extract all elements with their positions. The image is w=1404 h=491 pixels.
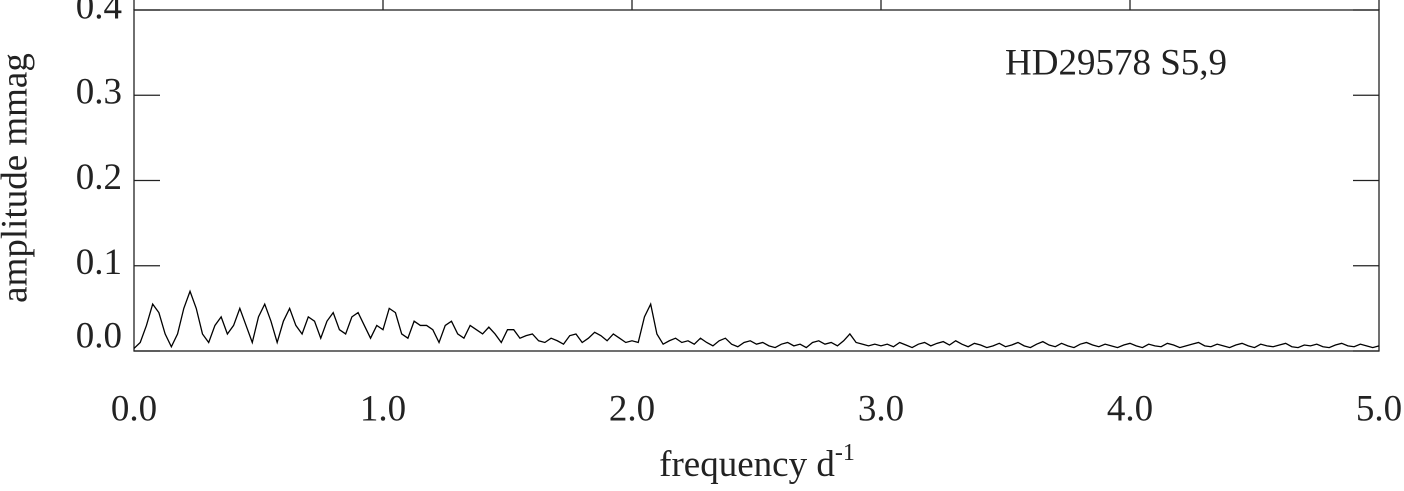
y-tick-label: 0.4 [76,0,122,27]
x-axis-label-superscript: -1 [835,440,855,466]
x-tick-label: 2.0 [609,388,655,429]
x-tick-label: 1.0 [360,388,406,429]
x-tick-label: 0.0 [111,388,157,429]
y-tick-label: 0.2 [76,157,122,198]
y-axis-label: amplitude mmag [0,53,35,303]
x-axis-label-text: frequency d [659,444,835,485]
x-axis-label: frequency d-1 [659,440,855,486]
spectrum-line [133,289,1380,349]
y-tick-label: 0.1 [76,242,122,283]
y-tick-label: 0.3 [76,72,122,113]
x-tick-label: 4.0 [1107,388,1153,429]
annotation: HD29578 S5,9 [1005,42,1227,83]
x-tick-label: 3.0 [858,388,904,429]
y-tick-label: 0.0 [76,315,122,356]
x-tick-label: 5.0 [1356,388,1402,429]
